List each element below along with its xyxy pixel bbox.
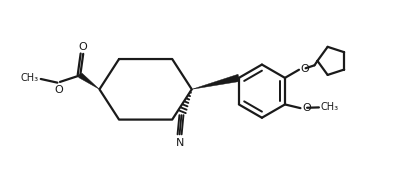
Polygon shape (191, 74, 239, 89)
Polygon shape (79, 73, 99, 89)
Text: N: N (175, 138, 183, 148)
Text: O: O (301, 103, 310, 113)
Text: CH₃: CH₃ (20, 73, 38, 83)
Text: CH₃: CH₃ (320, 102, 338, 112)
Text: O: O (300, 64, 308, 74)
Text: O: O (55, 84, 63, 94)
Text: O: O (79, 42, 87, 52)
